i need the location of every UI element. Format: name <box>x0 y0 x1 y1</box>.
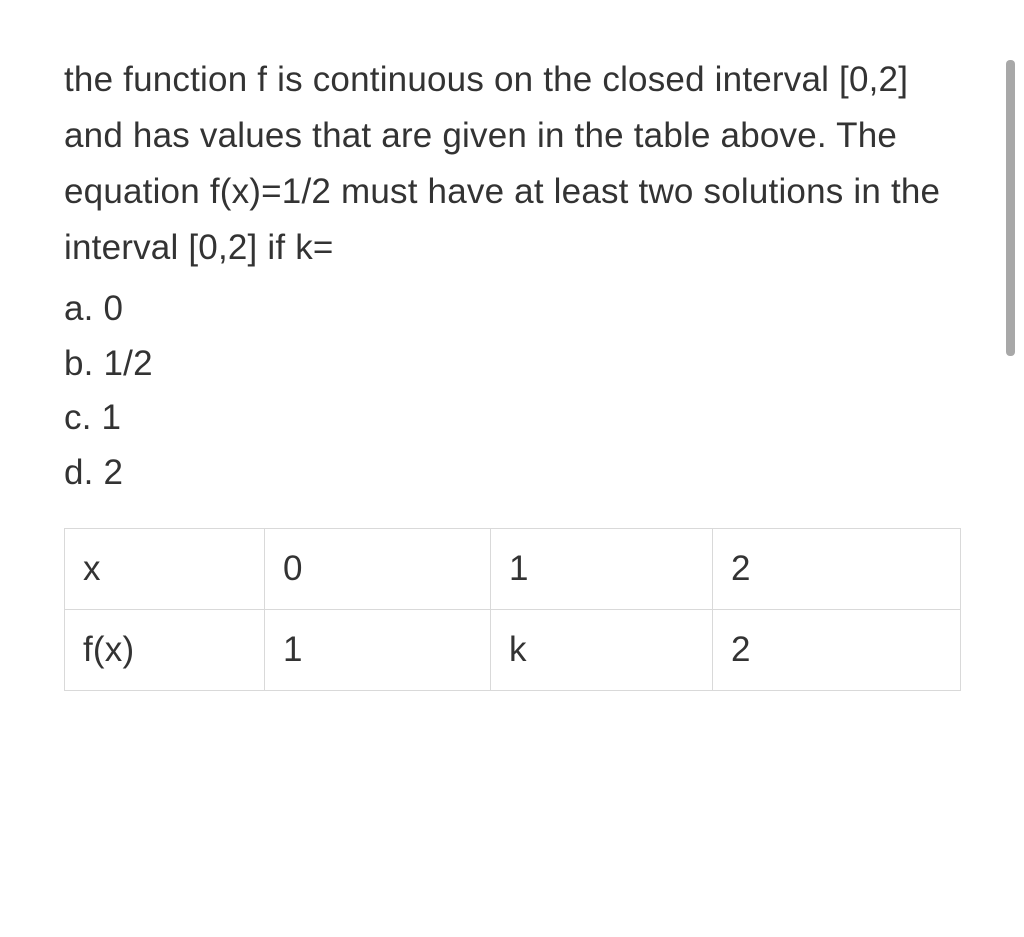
table-cell: 2 <box>713 529 961 610</box>
option-c[interactable]: c. 1 <box>64 391 960 446</box>
scrollbar-track[interactable] <box>1006 60 1015 356</box>
table-cell: 1 <box>265 610 491 691</box>
table-cell: f(x) <box>65 610 265 691</box>
option-b[interactable]: b. 1/2 <box>64 337 960 392</box>
question-content: the function f is continuous on the clos… <box>64 52 960 691</box>
answer-options: a. 0 b. 1/2 c. 1 d. 2 <box>64 282 960 500</box>
table-cell: x <box>65 529 265 610</box>
function-values-table: x 0 1 2 f(x) 1 k 2 <box>64 528 961 691</box>
table-cell: 0 <box>265 529 491 610</box>
table-row: f(x) 1 k 2 <box>65 610 961 691</box>
option-a[interactable]: a. 0 <box>64 282 960 337</box>
question-text: the function f is continuous on the clos… <box>64 52 960 276</box>
option-d[interactable]: d. 2 <box>64 446 960 501</box>
page-wrapper: the function f is continuous on the clos… <box>0 0 1024 937</box>
table-cell: 2 <box>713 610 961 691</box>
table-cell: k <box>491 610 713 691</box>
scrollbar-thumb[interactable] <box>1006 60 1015 356</box>
table-row: x 0 1 2 <box>65 529 961 610</box>
table-cell: 1 <box>491 529 713 610</box>
